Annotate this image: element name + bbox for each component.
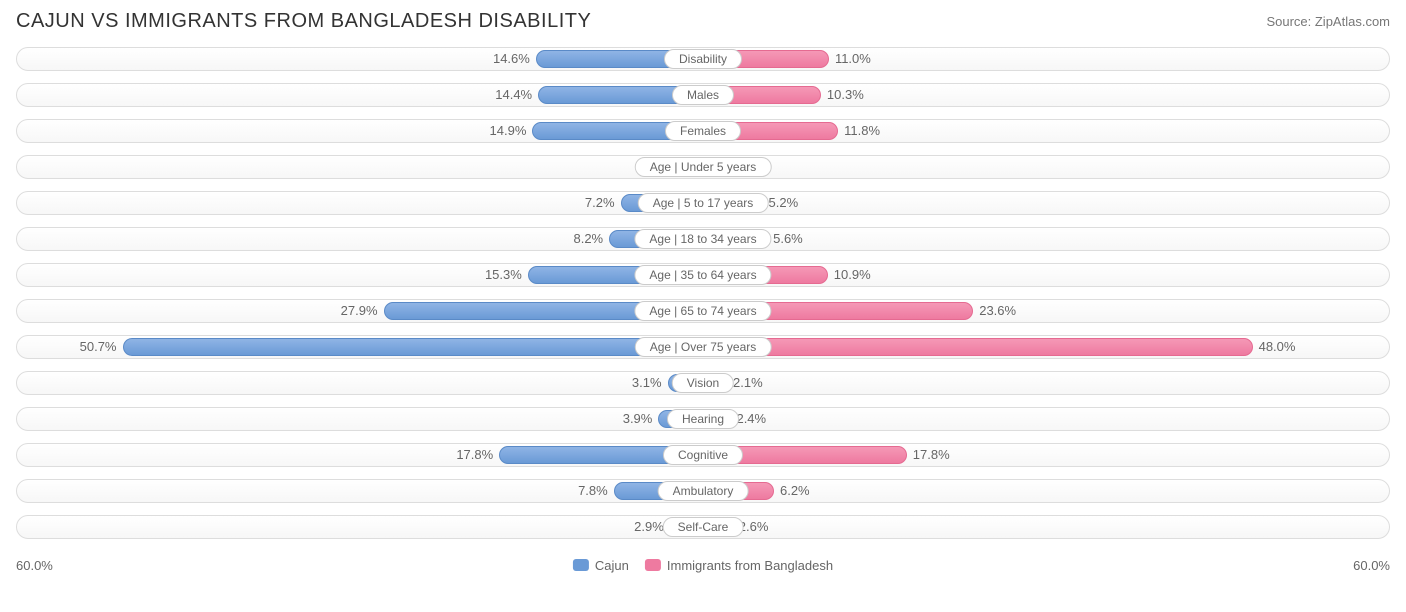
value-left: 3.9% xyxy=(623,403,659,435)
chart-row: 14.6% 11.0% Disability xyxy=(16,43,1390,75)
legend-label-right: Immigrants from Bangladesh xyxy=(667,558,833,573)
chart-row: 1.6%0.85%Age | Under 5 years xyxy=(16,151,1390,183)
chart-row: 7.8% 6.2% Ambulatory xyxy=(16,475,1390,507)
chart-area: 14.6% 11.0% Disability 14.4% 10.3% Males 14.9%… xyxy=(0,39,1406,551)
legend-swatch-left xyxy=(573,559,589,571)
legend-label-left: Cajun xyxy=(595,558,629,573)
category-label: Age | 65 to 74 years xyxy=(634,301,771,321)
category-label: Age | Under 5 years xyxy=(635,157,772,177)
value-left: 3.1% xyxy=(632,367,668,399)
category-label: Ambulatory xyxy=(658,481,749,501)
chart-source: Source: ZipAtlas.com xyxy=(1266,14,1390,29)
value-left: 15.3% xyxy=(485,259,528,291)
chart-header: CAJUN VS IMMIGRANTS FROM BANGLADESH DISA… xyxy=(0,0,1406,39)
legend-item-left: Cajun xyxy=(573,558,629,573)
legend: Cajun Immigrants from Bangladesh xyxy=(573,558,833,573)
value-right: 10.3% xyxy=(821,79,864,111)
chart-row: 50.7% 48.0% Age | Over 75 years xyxy=(16,331,1390,363)
chart-row: 8.2% 5.6%Age | 18 to 34 years xyxy=(16,223,1390,255)
value-left: 14.6% xyxy=(493,43,536,75)
value-right: 23.6% xyxy=(973,295,1016,327)
category-label: Self-Care xyxy=(663,517,744,537)
value-left: 14.4% xyxy=(495,79,538,111)
bar-right xyxy=(703,338,1253,356)
value-right: 17.8% xyxy=(907,439,950,471)
category-label: Vision xyxy=(672,373,734,393)
value-left: 17.8% xyxy=(456,439,499,471)
chart-row: 2.9%2.6%Self-Care xyxy=(16,511,1390,543)
value-right: 6.2% xyxy=(774,475,810,507)
axis-max-left: 60.0% xyxy=(16,558,53,573)
value-right: 48.0% xyxy=(1253,331,1296,363)
chart-row: 14.4% 10.3% Males xyxy=(16,79,1390,111)
chart-row: 3.9%2.4%Hearing xyxy=(16,403,1390,435)
value-right: 5.6% xyxy=(767,223,803,255)
category-label: Age | 18 to 34 years xyxy=(634,229,771,249)
chart-title: CAJUN VS IMMIGRANTS FROM BANGLADESH DISA… xyxy=(16,10,591,33)
chart-row: 17.8% 17.8% Cognitive xyxy=(16,439,1390,471)
category-label: Hearing xyxy=(667,409,739,429)
chart-row: 7.2%5.2%Age | 5 to 17 years xyxy=(16,187,1390,219)
category-label: Age | 5 to 17 years xyxy=(638,193,769,213)
category-label: Age | Over 75 years xyxy=(635,337,772,357)
bar-left xyxy=(123,338,704,356)
category-label: Males xyxy=(672,85,734,105)
category-label: Cognitive xyxy=(663,445,743,465)
chart-row: 15.3% 10.9% Age | 35 to 64 years xyxy=(16,259,1390,291)
axis-max-right: 60.0% xyxy=(1353,558,1390,573)
value-right: 11.8% xyxy=(838,115,880,147)
category-label: Disability xyxy=(664,49,742,69)
category-label: Age | 35 to 64 years xyxy=(634,265,771,285)
value-left: 27.9% xyxy=(341,295,384,327)
legend-swatch-right xyxy=(645,559,661,571)
chart-footer: 60.0% Cajun Immigrants from Bangladesh 6… xyxy=(0,551,1406,579)
value-left: 7.2% xyxy=(585,187,621,219)
chart-row: 27.9% 23.6% Age | 65 to 74 years xyxy=(16,295,1390,327)
value-left: 7.8% xyxy=(578,475,614,507)
chart-row: 3.1%2.1%Vision xyxy=(16,367,1390,399)
category-label: Females xyxy=(665,121,741,141)
value-right: 11.0% xyxy=(829,43,871,75)
value-left: 8.2% xyxy=(573,223,609,255)
chart-row: 14.9% 11.8% Females xyxy=(16,115,1390,147)
value-left: 14.9% xyxy=(490,115,533,147)
legend-item-right: Immigrants from Bangladesh xyxy=(645,558,833,573)
value-right: 10.9% xyxy=(828,259,871,291)
value-left: 50.7% xyxy=(80,331,123,363)
